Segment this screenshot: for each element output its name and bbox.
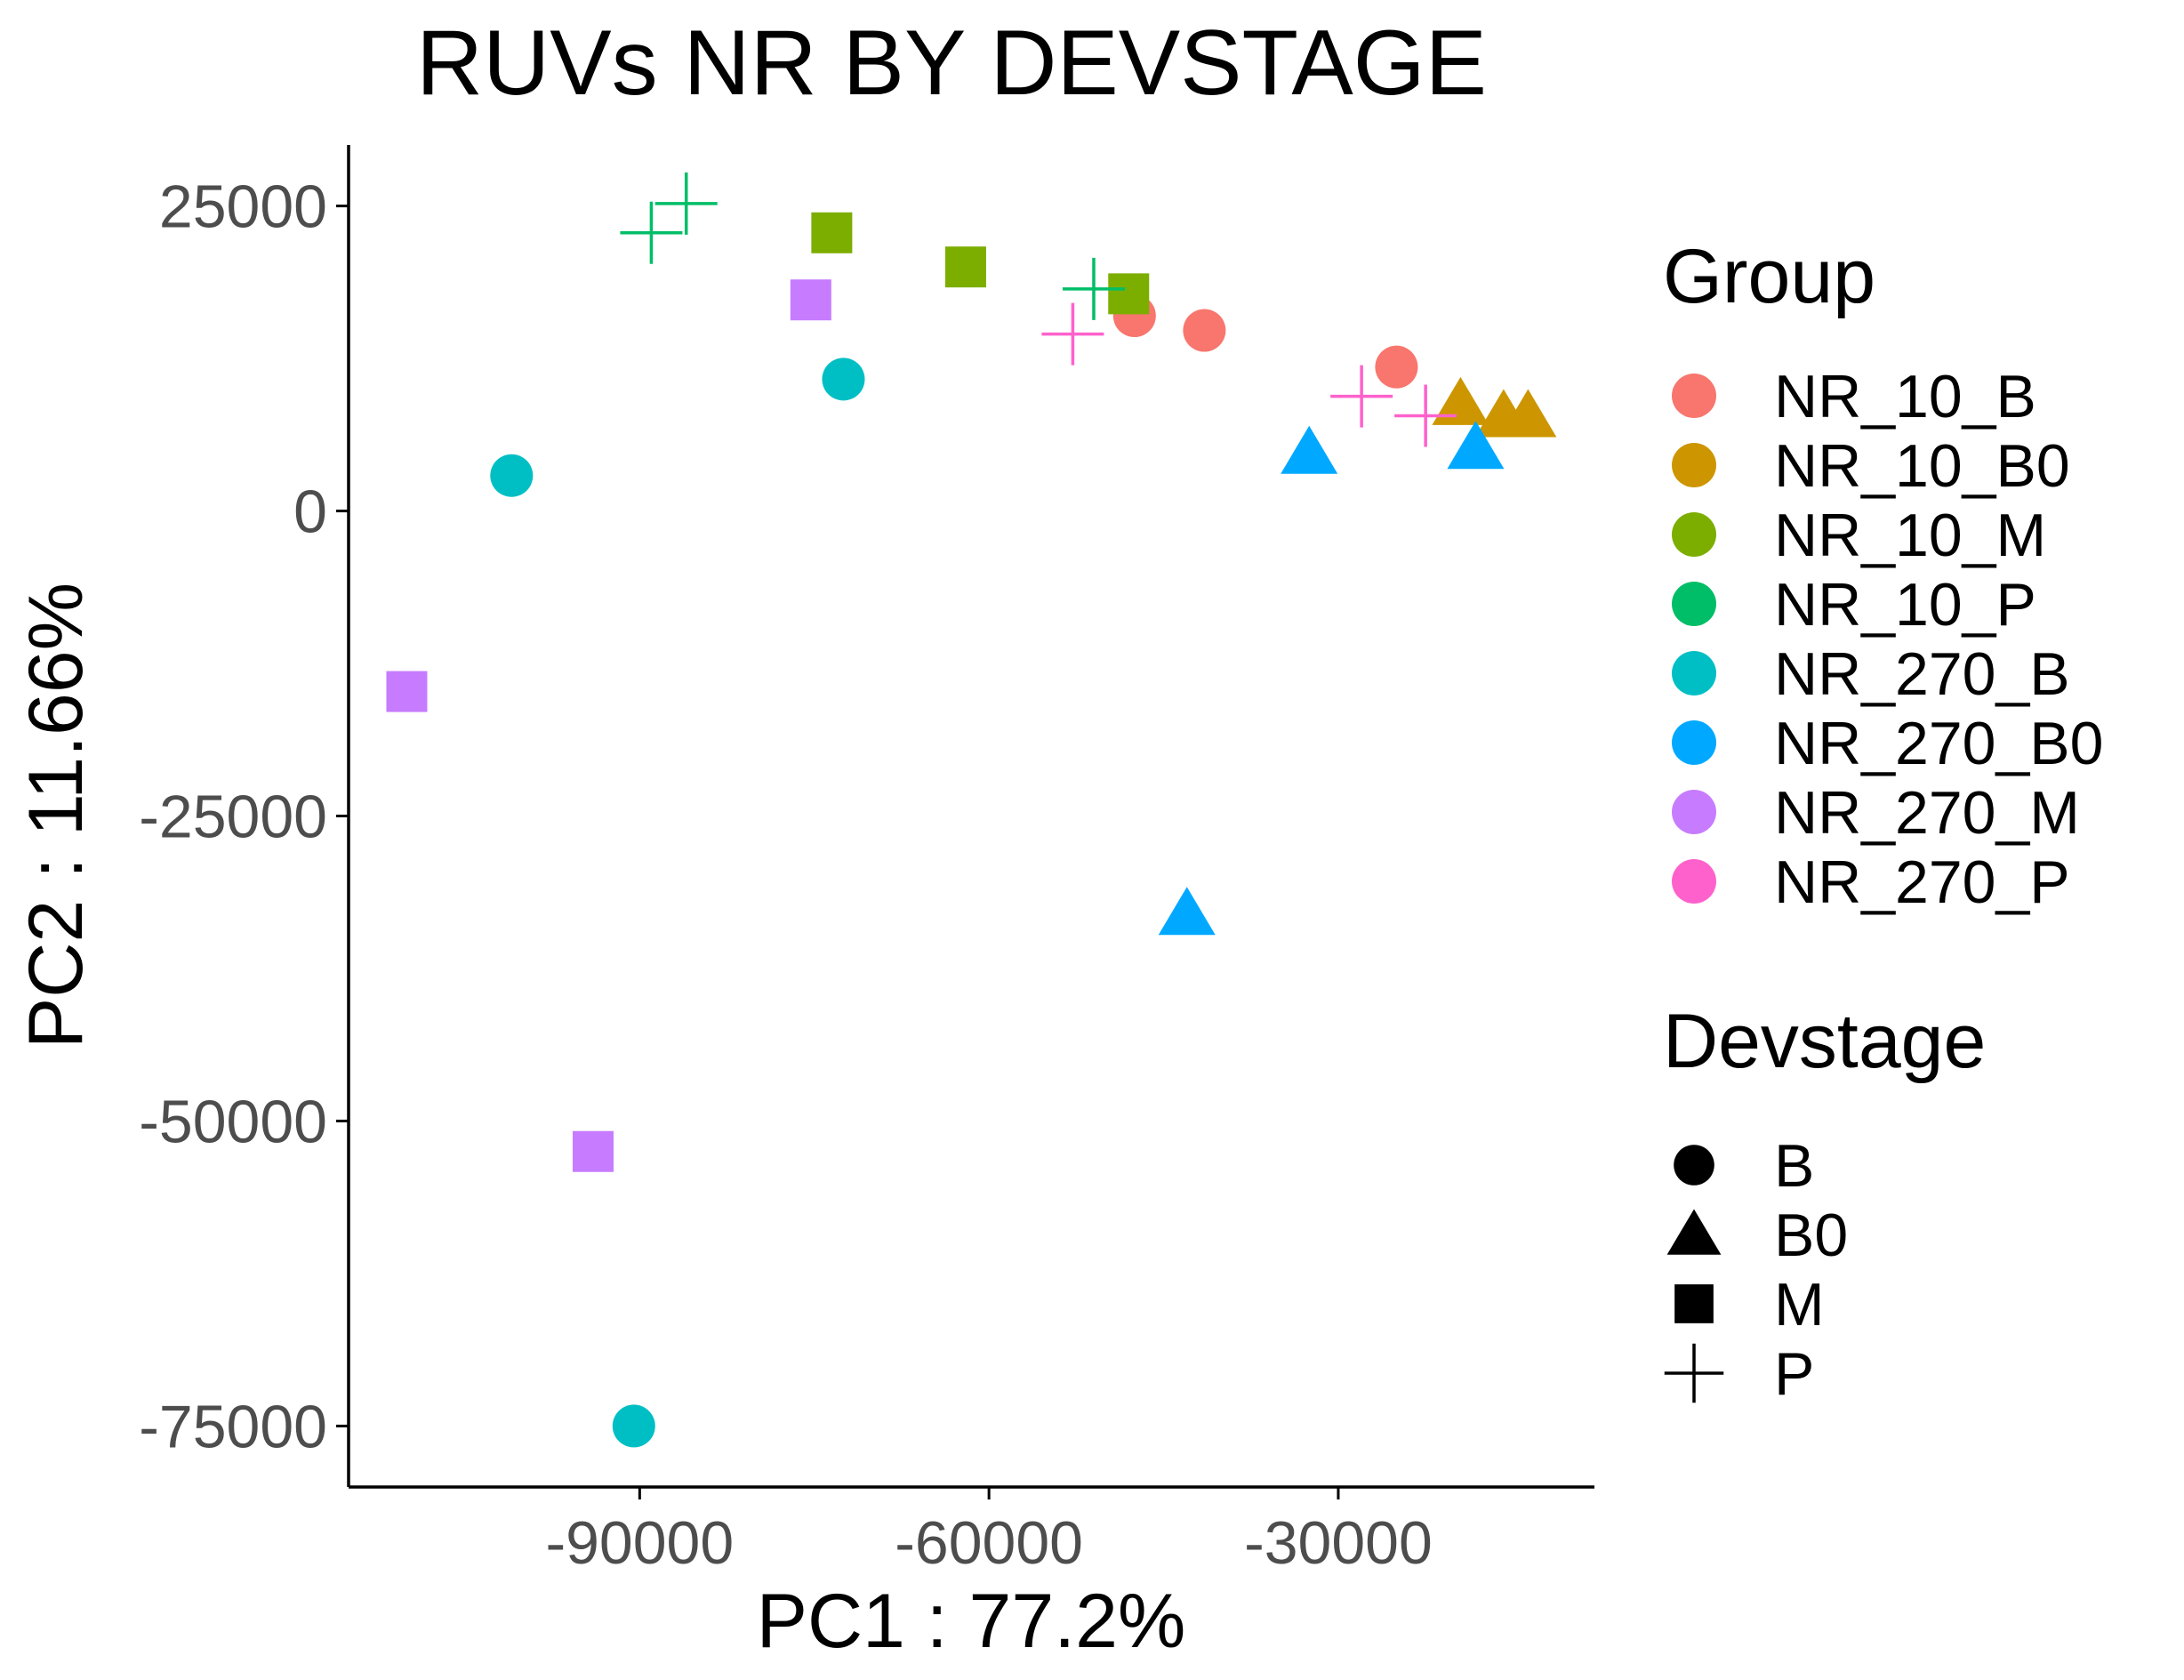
data-point [811, 212, 853, 253]
y-tick-label: 0 [293, 478, 327, 546]
data-point [490, 454, 534, 497]
data-point [1375, 345, 1418, 389]
data-point [612, 1404, 655, 1448]
legend-group-key [1672, 374, 1716, 418]
legend-devstage-key [1664, 1343, 1724, 1403]
data-point [386, 671, 428, 712]
legend-group-key [1672, 720, 1716, 765]
legend-group-label: NR_270_B0 [1774, 710, 2103, 777]
plot-area: -90000 -60000 -30000 -75000 -50000 -25000 0 25… [139, 145, 1594, 1577]
data-point [1432, 376, 1489, 425]
legend-group-label: NR_10_M [1774, 502, 2046, 569]
data-point [1108, 273, 1150, 315]
data-point [620, 201, 683, 264]
data-point [1183, 309, 1226, 352]
y-axis-title: PC2 : 11.66% [13, 583, 99, 1049]
legend-group: Group NR_10_BNR_10_B0NR_10_MNR_10_PNR_27… [1663, 234, 2103, 916]
data-point [822, 358, 865, 401]
legend-group-key [1672, 512, 1716, 557]
legend-group-label: NR_10_B [1774, 363, 2036, 430]
legend-devstage-label: B [1774, 1132, 1814, 1200]
data-point [572, 1130, 614, 1172]
legend-devstage-key [1674, 1145, 1714, 1186]
legend-group-label: NR_10_B0 [1774, 432, 2070, 500]
data-point [790, 279, 831, 321]
legend-group-items: NR_10_BNR_10_B0NR_10_MNR_10_PNR_270_BNR_… [1672, 363, 2103, 916]
legend-devstage-title: Devstage [1663, 999, 1986, 1084]
y-tick-label: -25000 [139, 784, 327, 851]
legend-group-title: Group [1663, 234, 1875, 319]
data-point [1499, 389, 1557, 438]
x-axis-ticks: -90000 -60000 -30000 [545, 1487, 1433, 1577]
data-point [1394, 384, 1457, 447]
data-point [944, 246, 986, 288]
legend-devstage-label: P [1774, 1340, 1814, 1408]
data-point [1158, 887, 1216, 936]
y-tick-label: 25000 [159, 173, 327, 241]
x-tick-label: -30000 [1244, 1509, 1433, 1577]
x-tick-label: -60000 [895, 1509, 1083, 1577]
legend-group-label: NR_270_B [1774, 640, 2070, 708]
x-axis-title: PC1 : 77.2% [757, 1579, 1186, 1664]
data-point [1041, 302, 1104, 366]
data-point [1281, 425, 1338, 474]
legend-group-key [1672, 859, 1716, 904]
legend-group-key [1672, 443, 1716, 487]
y-tick-label: -75000 [139, 1393, 327, 1460]
data-point [1062, 257, 1125, 320]
y-axis-ticks: -75000 -50000 -25000 0 25000 [139, 173, 349, 1460]
x-tick-label: -90000 [545, 1509, 734, 1577]
legend-group-key [1672, 651, 1716, 695]
legend-group-key [1672, 790, 1716, 834]
legend-devstage-label: B0 [1774, 1202, 1848, 1269]
legend-group-label: NR_270_M [1774, 779, 2080, 847]
legend-devstage-key [1674, 1284, 1714, 1323]
y-tick-label: -50000 [139, 1088, 327, 1155]
legend-group-label: NR_10_P [1774, 571, 2036, 639]
legend-group-key [1672, 582, 1716, 626]
legend-group-label: NR_270_P [1774, 848, 2070, 916]
legend-devstage-key [1666, 1209, 1722, 1255]
data-point [654, 172, 718, 235]
chart-title: RUVs NR BY DEVSTAGE [416, 12, 1487, 115]
legend-devstage-label: M [1774, 1271, 1825, 1338]
data-point [1447, 421, 1505, 470]
data-points [386, 172, 1557, 1448]
data-point [1330, 365, 1393, 428]
